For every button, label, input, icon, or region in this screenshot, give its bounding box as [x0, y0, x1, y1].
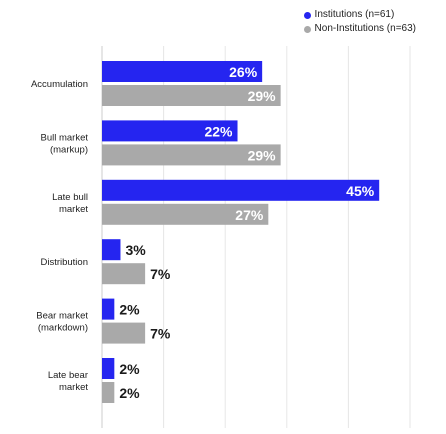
bar-institutions — [102, 298, 115, 320]
category-label: Late bear — [48, 370, 88, 381]
category-label: (markdown) — [38, 323, 88, 334]
bar-institutions — [102, 61, 263, 82]
category-label: Distribution — [40, 257, 88, 268]
data-label: 2% — [119, 302, 140, 318]
legend-label-non-institutions: Non-Institutions (n=63) — [314, 23, 416, 34]
bar-non-institutions — [102, 144, 281, 166]
bar-institutions — [102, 358, 115, 379]
category-label: Late bull — [52, 192, 88, 203]
bar-institutions — [102, 239, 121, 261]
bar-institutions — [102, 179, 380, 201]
data-label: 3% — [125, 242, 146, 258]
data-label: 2% — [119, 361, 140, 377]
category-label: Accumulation — [31, 79, 88, 90]
data-label: 27% — [235, 207, 264, 223]
bar-non-institutions — [102, 322, 146, 344]
data-label: 22% — [204, 123, 233, 139]
legend-label-institutions: Institutions (n=61) — [314, 9, 395, 20]
bar-institutions — [102, 120, 238, 142]
data-label: 45% — [346, 183, 375, 199]
category-label: Bear market — [36, 311, 88, 322]
legend-item-institutions: Institutions (n=61) — [303, 8, 416, 22]
legend-item-non-institutions: Non-Institutions (n=63) — [303, 22, 416, 36]
category-label: market — [59, 382, 88, 393]
bar-non-institutions — [102, 263, 146, 285]
data-label: 7% — [150, 326, 171, 342]
data-label: 29% — [248, 88, 277, 104]
data-label: 7% — [150, 266, 171, 282]
data-label: 26% — [229, 64, 258, 80]
legend: Institutions (n=61) Non-Institutions (n=… — [303, 8, 416, 36]
data-label: 29% — [248, 147, 277, 163]
category-label: Bull market — [40, 132, 88, 143]
bar-non-institutions — [102, 203, 269, 225]
legend-swatch-institutions — [303, 11, 311, 19]
data-label: 2% — [119, 385, 140, 401]
category-label: market — [59, 204, 88, 215]
category-label: (markup) — [50, 144, 88, 155]
bar-non-institutions — [102, 382, 115, 403]
legend-swatch-non-institutions — [303, 25, 311, 33]
bar-non-institutions — [102, 85, 281, 106]
